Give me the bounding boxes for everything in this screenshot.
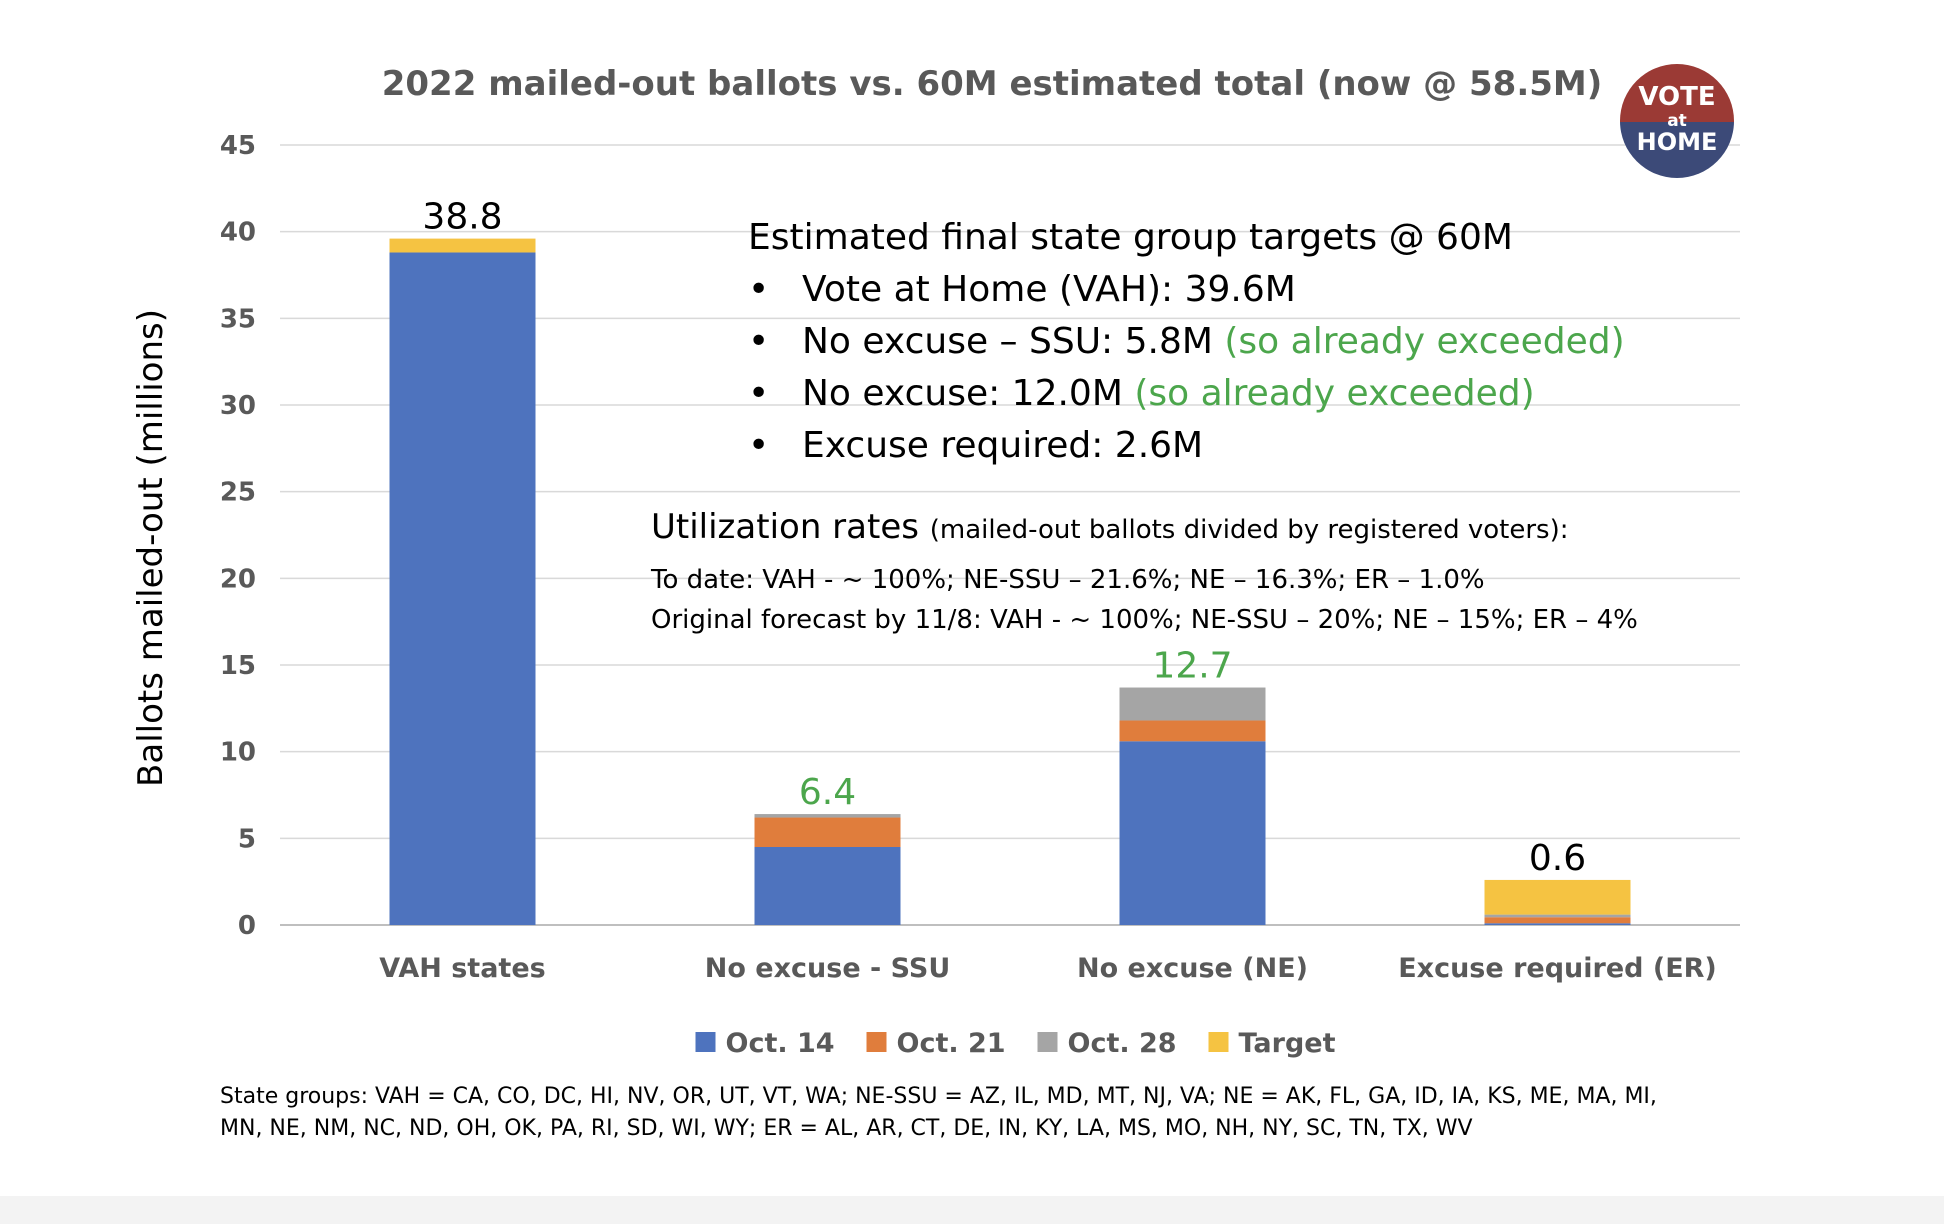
target-item-ne: • No excuse: 12.0M (so already exceeded): [748, 368, 1625, 420]
y-tick-label: 10: [220, 738, 256, 768]
target-item-note: (so already exceeded): [1134, 373, 1535, 414]
footer-line: State groups: VAH = CA, CO, DC, HI, NV, …: [220, 1084, 1657, 1109]
y-tick-label: 35: [220, 304, 256, 334]
footer-line: MN, NE, NM, NC, ND, OH, OK, PA, RI, SD, …: [220, 1116, 1473, 1141]
legend-label: Oct. 14: [726, 1028, 835, 1059]
bar-segment: [1484, 917, 1631, 924]
y-axis-label: Ballots mailed-out (millions): [131, 309, 171, 787]
legend-label: Target: [1239, 1028, 1336, 1059]
target-item-er: • Excuse required: 2.6M: [748, 420, 1625, 472]
bars-layer: [389, 238, 1631, 925]
bar-segment: [389, 252, 536, 925]
y-tick-label: 25: [220, 478, 256, 508]
bar-segment: [754, 814, 901, 818]
targets-heading: Estimated final state group targets @ 60…: [748, 217, 1513, 258]
y-tick-label: 30: [220, 391, 256, 421]
legend-swatch: [695, 1032, 716, 1052]
utilization-to-date: To date: VAH - ~ 100%; NE-SSU – 21.6%; N…: [651, 565, 1485, 595]
target-item-vah: • Vote at Home (VAH): 39.6M: [748, 264, 1625, 316]
legend-swatch: [866, 1032, 887, 1052]
y-tick-label: 40: [220, 218, 256, 248]
targets-annotation: Estimated final state group targets @ 60…: [748, 212, 1625, 472]
target-item-note: (so already exceeded): [1224, 321, 1625, 362]
y-tick-label: 0: [238, 911, 256, 941]
legend: Oct. 14 Oct. 21 Oct. 28 Target: [695, 1028, 1336, 1059]
bar-segment: [389, 238, 536, 253]
bullet-icon: •: [748, 269, 770, 310]
bar-segment: [1119, 741, 1266, 925]
target-item-text: Excuse required: 2.6M: [802, 425, 1204, 466]
y-tick-label: 15: [220, 651, 256, 681]
y-tick-label: 20: [220, 564, 256, 594]
bar-segment: [1119, 687, 1266, 721]
legend-swatch: [1037, 1032, 1058, 1052]
data-label: 6.4: [799, 772, 856, 813]
bar-segment: [1484, 914, 1631, 918]
utilization-heading: Utilization rates: [651, 507, 930, 547]
bullet-icon: •: [748, 425, 770, 466]
logo-text-vote: VOTE: [1638, 82, 1715, 112]
utilization-heading-note: (mailed-out ballots divided by registere…: [929, 515, 1569, 545]
data-label: 38.8: [422, 197, 502, 238]
bullet-icon: •: [748, 321, 770, 362]
data-label: 0.6: [1529, 838, 1586, 879]
category-label: No excuse (NE): [1077, 953, 1308, 984]
grid-layer: 0 5 10 15 20 25 30 35 40 45: [220, 131, 1740, 941]
labels-layer: VAH states 38.8 No excuse - SSU 6.4 No excus…: [379, 197, 1717, 984]
bottom-strip: [0, 1196, 1944, 1224]
category-label: Excuse required (ER): [1398, 953, 1717, 984]
bar-segment: [754, 847, 901, 925]
bar-segment: [1484, 923, 1631, 925]
logo-text-at: at: [1667, 111, 1687, 131]
target-item-ssu: • No excuse – SSU: 5.8M (so already exce…: [748, 316, 1625, 368]
bar-segment: [1484, 879, 1631, 915]
target-item-text: Vote at Home (VAH): 39.6M: [802, 269, 1296, 310]
category-label: VAH states: [379, 953, 545, 984]
utilization-annotation: Utilization rates (mailed-out ballots di…: [651, 500, 1638, 640]
bar-segment: [754, 817, 901, 847]
chart-title: 2022 mailed-out ballots vs. 60M estimate…: [382, 64, 1603, 104]
utilization-forecast: Original forecast by 11/8: VAH - ~ 100%;…: [651, 605, 1638, 635]
legend-label: Oct. 21: [897, 1028, 1006, 1059]
legend-label: Oct. 28: [1068, 1028, 1177, 1059]
target-item-text: No excuse – SSU: 5.8M: [802, 321, 1225, 362]
data-label: 12.7: [1152, 646, 1232, 687]
logo-text-home: HOME: [1637, 128, 1718, 156]
legend-swatch: [1208, 1032, 1229, 1052]
bullet-icon: •: [748, 373, 770, 414]
bar-segment: [1119, 720, 1266, 742]
y-tick-label: 5: [238, 824, 256, 854]
category-label: No excuse - SSU: [705, 953, 951, 984]
vote-at-home-logo: VOTE at HOME: [1618, 62, 1736, 180]
footer-note: State groups: VAH = CA, CO, DC, HI, NV, …: [220, 1081, 1780, 1145]
y-tick-label: 45: [220, 131, 256, 161]
target-item-text: No excuse: 12.0M: [802, 373, 1135, 414]
